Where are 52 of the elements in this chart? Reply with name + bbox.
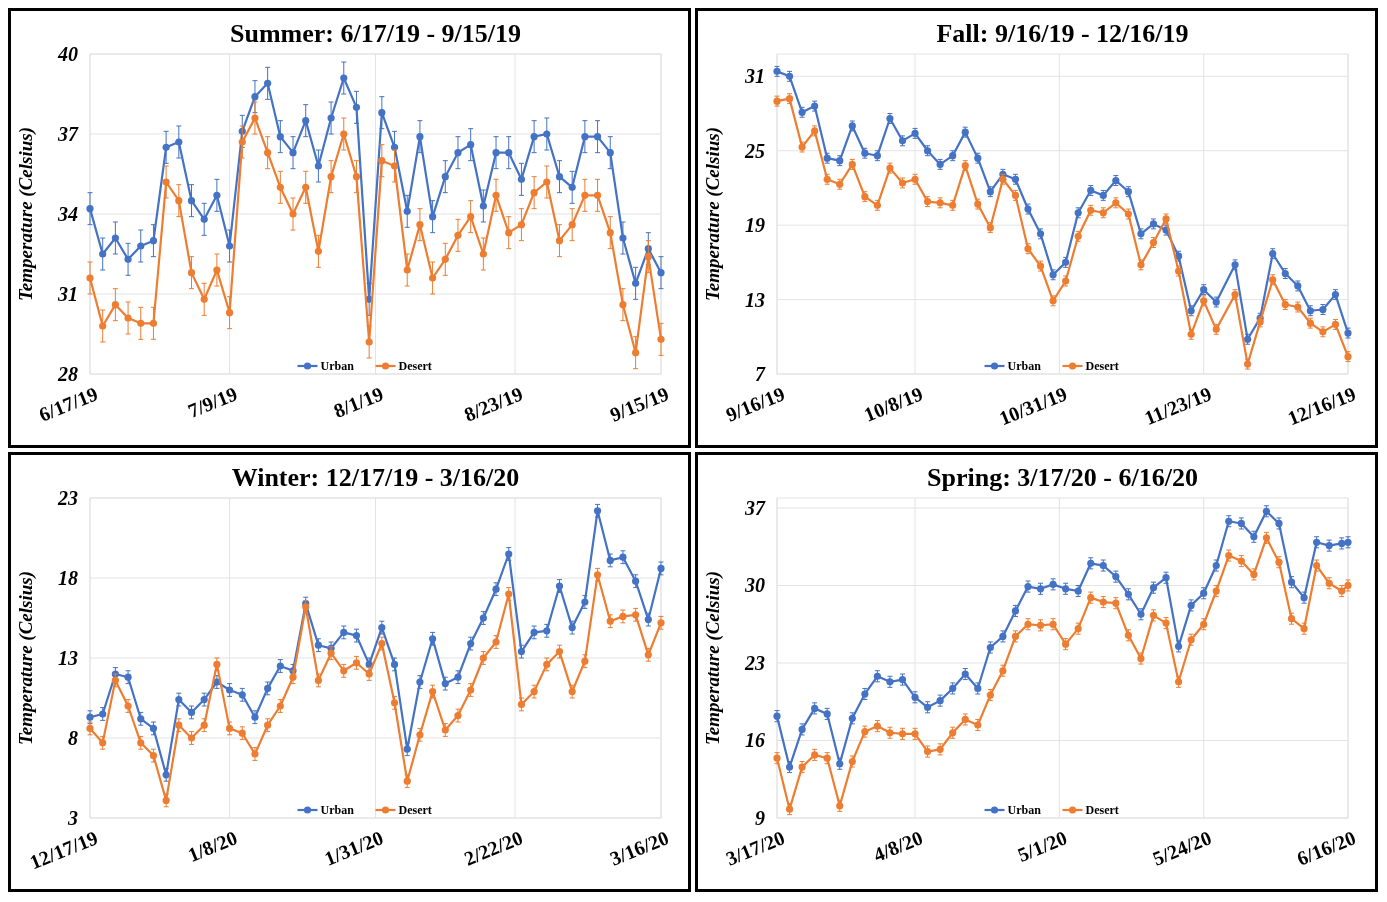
y-tick-label: 28 <box>57 363 78 385</box>
y-tick-label: 18 <box>58 567 78 589</box>
x-tick-label: 9/16/19 <box>722 382 788 426</box>
x-tick-label: 8/23/19 <box>460 382 526 426</box>
x-tick-label: 5/1/20 <box>1014 826 1071 866</box>
x-tick-label: 1/8/20 <box>184 826 241 866</box>
chart-title: Fall: 9/16/19 - 12/16/19 <box>936 19 1189 48</box>
x-tick-label: 9/15/19 <box>606 382 672 426</box>
x-tick-label: 5/24/20 <box>1149 826 1215 870</box>
x-tick-label: 6/17/19 <box>35 382 101 426</box>
y-tick-label: 9 <box>755 807 765 829</box>
x-tick-label: 3/16/20 <box>606 826 672 870</box>
legend-label: Urban <box>320 803 355 818</box>
y-axis-title: Temperature (Celsius) <box>702 571 724 745</box>
x-tick-label: 8/1/19 <box>330 382 387 422</box>
y-tick-label: 19 <box>745 214 765 237</box>
legend-label: Desert <box>1085 359 1119 374</box>
x-tick-label: 6/16/20 <box>1293 826 1359 870</box>
y-tick-label: 8 <box>68 727 78 749</box>
legend-label: Desert <box>398 359 432 374</box>
legend-label: Urban <box>320 359 355 374</box>
y-tick-label: 37 <box>744 496 766 519</box>
y-tick-label: 16 <box>745 729 765 752</box>
y-tick-label: 7 <box>755 363 766 385</box>
y-axis-title: Temperature (Celsius) <box>15 127 37 301</box>
legend-label: Urban <box>1007 359 1042 374</box>
x-tick-label: 7/9/19 <box>184 382 241 422</box>
y-tick-label: 31 <box>57 283 78 305</box>
chart-title: Spring: 3/17/20 - 6/16/20 <box>927 463 1198 492</box>
x-tick-label: 1/31/20 <box>321 826 387 870</box>
y-tick-label: 23 <box>57 487 78 509</box>
x-tick-label: 3/17/20 <box>722 826 788 870</box>
legend-label: Desert <box>398 803 432 818</box>
chart-title: Summer: 6/17/19 - 9/15/19 <box>229 19 522 48</box>
legend-label: Desert <box>1085 803 1119 818</box>
y-tick-label: 40 <box>57 43 78 65</box>
y-tick-label: 30 <box>744 574 765 597</box>
legend-label: Urban <box>1007 803 1042 818</box>
y-tick-label: 23 <box>744 651 765 674</box>
y-tick-label: 13 <box>58 647 78 669</box>
y-tick-label: 3 <box>67 807 78 829</box>
x-tick-label: 4/8/20 <box>870 826 926 866</box>
y-tick-label: 37 <box>57 123 79 145</box>
x-tick-label: 10/8/19 <box>860 382 926 426</box>
y-tick-label: 13 <box>745 288 765 311</box>
y-tick-label: 34 <box>57 203 78 225</box>
chart-title: Winter: 12/17/19 - 3/16/20 <box>231 463 520 492</box>
x-tick-label: 2/22/20 <box>460 826 526 870</box>
y-tick-label: 25 <box>744 139 765 162</box>
y-tick-label: 31 <box>744 65 765 88</box>
y-axis-title: Temperature (Celsius) <box>702 127 724 301</box>
y-axis-title: Temperature (Celsius) <box>15 571 37 745</box>
